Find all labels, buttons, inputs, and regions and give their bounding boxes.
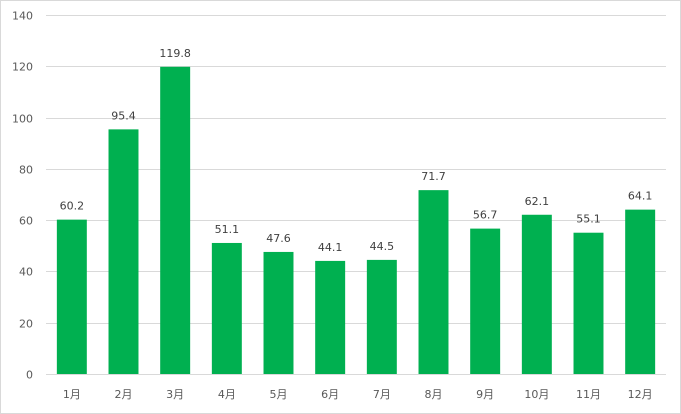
data-label: 62.1 [525,195,550,208]
x-tick-label: 10月 [524,388,549,401]
bar [108,129,139,374]
data-label: 119.8 [159,47,191,60]
y-tick-label: 140 [12,10,33,23]
x-tick-label: 5月 [270,388,288,401]
data-label: 55.1 [576,213,601,226]
bar [625,209,656,374]
data-label: 51.1 [215,223,240,236]
data-label: 71.7 [421,170,446,183]
bar [56,219,87,374]
gridlines [46,15,666,375]
x-tick-label: 11月 [576,388,601,401]
data-label: 47.6 [266,232,291,245]
data-label: 44.5 [370,240,395,253]
bar [160,66,191,374]
x-tick-label: 2月 [115,388,133,401]
data-label: 95.4 [111,109,136,122]
y-axis-ticks: 0 20 40 60 80 100 120 140 [12,10,33,382]
y-tick-label: 20 [19,318,33,331]
bars [56,66,656,374]
x-tick-label: 4月 [218,388,236,401]
bar [470,228,501,374]
x-tick-label: 1月 [63,388,81,401]
y-tick-label: 40 [19,266,33,279]
bar [521,214,552,374]
data-label: 64.1 [628,190,653,203]
bar [366,259,397,374]
y-tick-label: 80 [19,164,33,177]
x-tick-label: 12月 [628,388,653,401]
y-tick-label: 60 [19,215,33,228]
x-tick-label: 8月 [425,388,443,401]
x-tick-label: 6月 [321,388,339,401]
x-tick-label: 7月 [373,388,391,401]
bar [263,251,294,374]
y-tick-label: 120 [12,61,33,74]
data-labels: 60.2 95.4 119.8 51.1 47.6 44.1 44.5 71.7 56.7 62.… [60,47,653,254]
data-label: 56.7 [473,209,498,222]
x-axis-ticks: 1月 2月 3月 4月 5月 6月 7月 8月 9月 10月 11月 12月 [63,388,653,401]
bar [573,232,604,374]
data-label: 60.2 [60,200,85,213]
y-tick-label: 0 [26,369,33,382]
y-tick-label: 100 [12,113,33,126]
x-tick-label: 9月 [476,388,494,401]
bar [418,190,449,374]
x-tick-label: 3月 [166,388,184,401]
bar [211,242,242,374]
data-label: 44.1 [318,241,343,254]
bar [315,260,346,374]
